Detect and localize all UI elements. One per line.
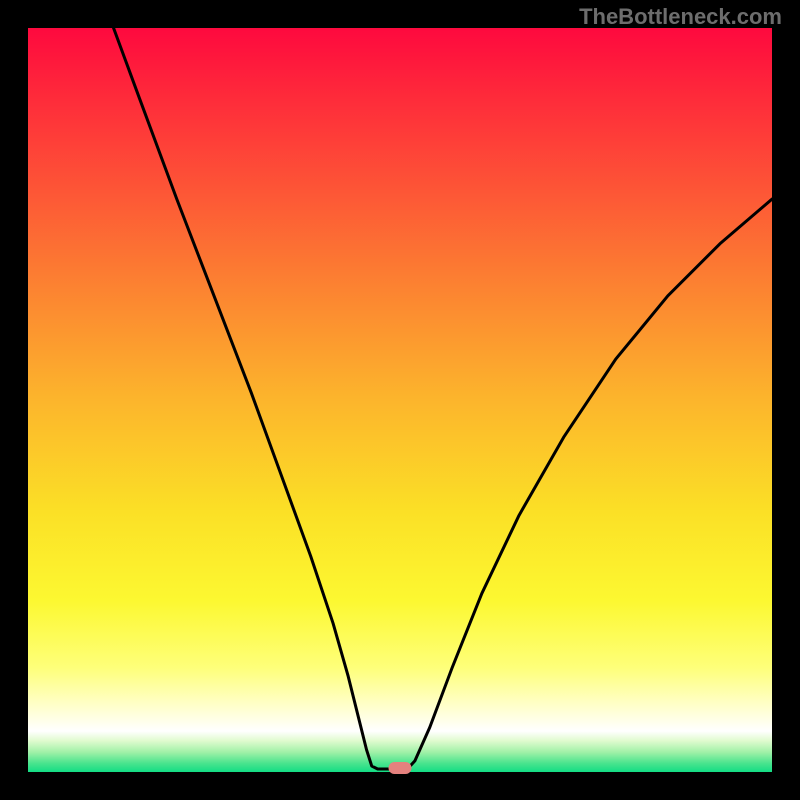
watermark-text: TheBottleneck.com	[579, 4, 782, 30]
curve-path	[114, 28, 772, 769]
plot-area	[28, 28, 772, 772]
optimum-marker	[389, 762, 412, 774]
bottleneck-curve	[28, 28, 772, 772]
